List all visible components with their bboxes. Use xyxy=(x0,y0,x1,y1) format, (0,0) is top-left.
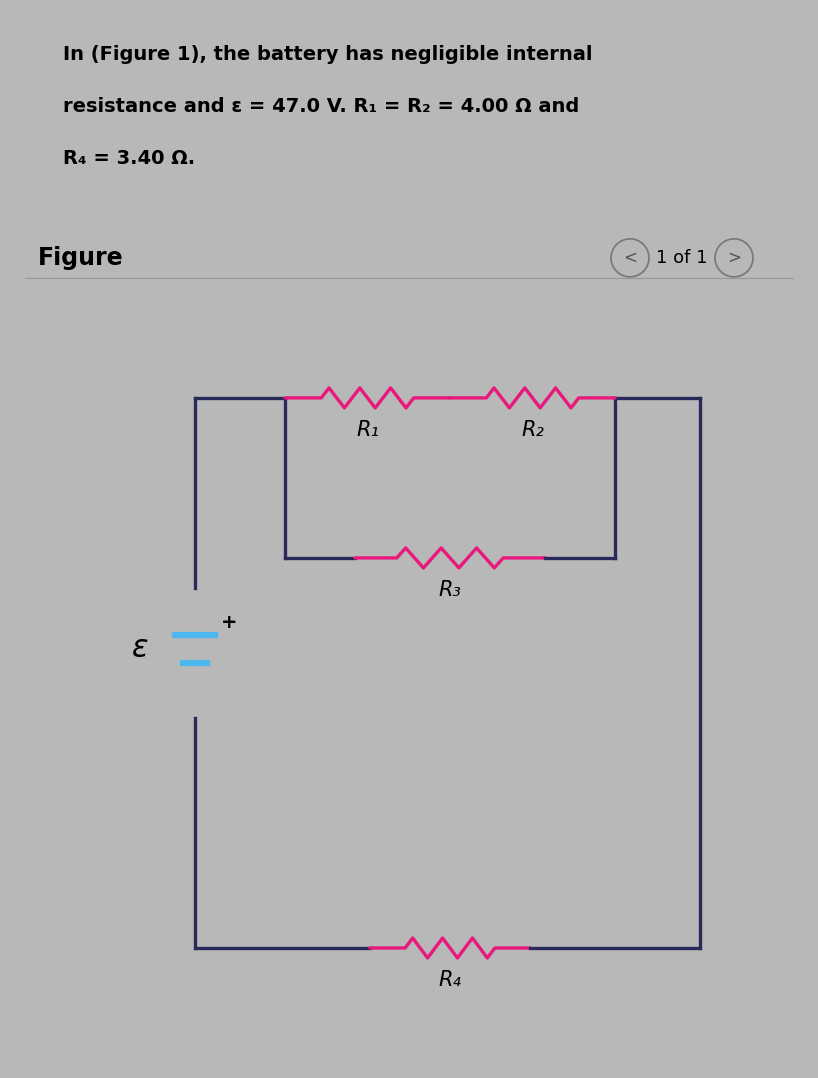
Text: R₄ = 3.40 Ω.: R₄ = 3.40 Ω. xyxy=(63,149,195,168)
Text: >: > xyxy=(727,249,741,267)
Text: In (Figure 1), the battery has negligible internal: In (Figure 1), the battery has negligibl… xyxy=(63,45,592,65)
Text: +: + xyxy=(221,613,237,633)
Text: Figure: Figure xyxy=(38,246,124,270)
Text: 1 of 1: 1 of 1 xyxy=(656,249,708,267)
Text: R₄: R₄ xyxy=(438,970,461,990)
Text: R₁: R₁ xyxy=(356,420,379,440)
Text: R₃: R₃ xyxy=(438,580,461,600)
Text: resistance and ε = 47.0 V. R₁ = R₂ = 4.00 Ω and: resistance and ε = 47.0 V. R₁ = R₂ = 4.0… xyxy=(63,97,579,116)
Text: R₂: R₂ xyxy=(521,420,544,440)
Text: <: < xyxy=(623,249,637,267)
Text: ε: ε xyxy=(132,635,148,663)
